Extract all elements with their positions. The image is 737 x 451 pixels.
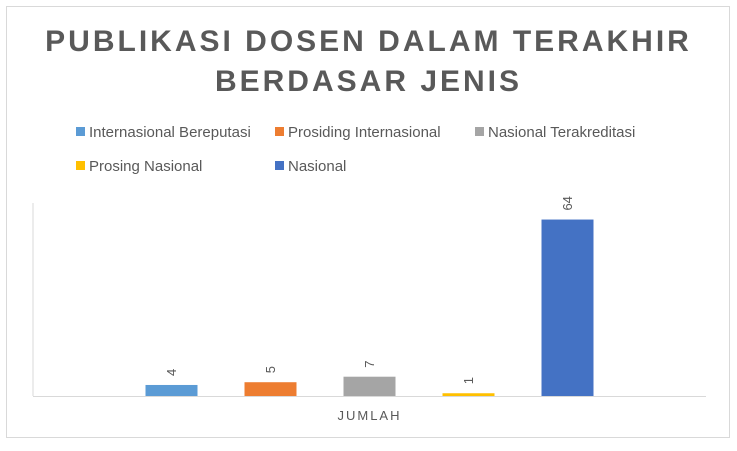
category-label: JUMLAH (337, 408, 401, 423)
data-label-internasional-bereputasi: 4 (164, 369, 179, 376)
bar-prosing-nasional (442, 393, 495, 396)
chart-title-line-2: BERDASAR JENIS (214, 65, 523, 98)
bar-nasional (541, 219, 594, 396)
chart-frame (6, 6, 730, 438)
data-label-nasional-terakreditasi: 7 (362, 360, 377, 367)
chart-title: PUBLIKASI DOSEN DALAM TERAKHIR BERDASAR … (0, 22, 737, 102)
data-label-prosing-nasional: 1 (461, 377, 476, 384)
bar-prosiding-internasional (244, 382, 297, 396)
bar-nasional-terakreditasi (343, 376, 396, 396)
data-label-prosiding-internasional: 5 (263, 366, 278, 373)
chart-title-line-1: PUBLIKASI DOSEN DALAM TERAKHIR (45, 25, 692, 58)
data-label-nasional: 64 (560, 196, 575, 210)
bar-internasional-bereputasi (145, 384, 198, 396)
